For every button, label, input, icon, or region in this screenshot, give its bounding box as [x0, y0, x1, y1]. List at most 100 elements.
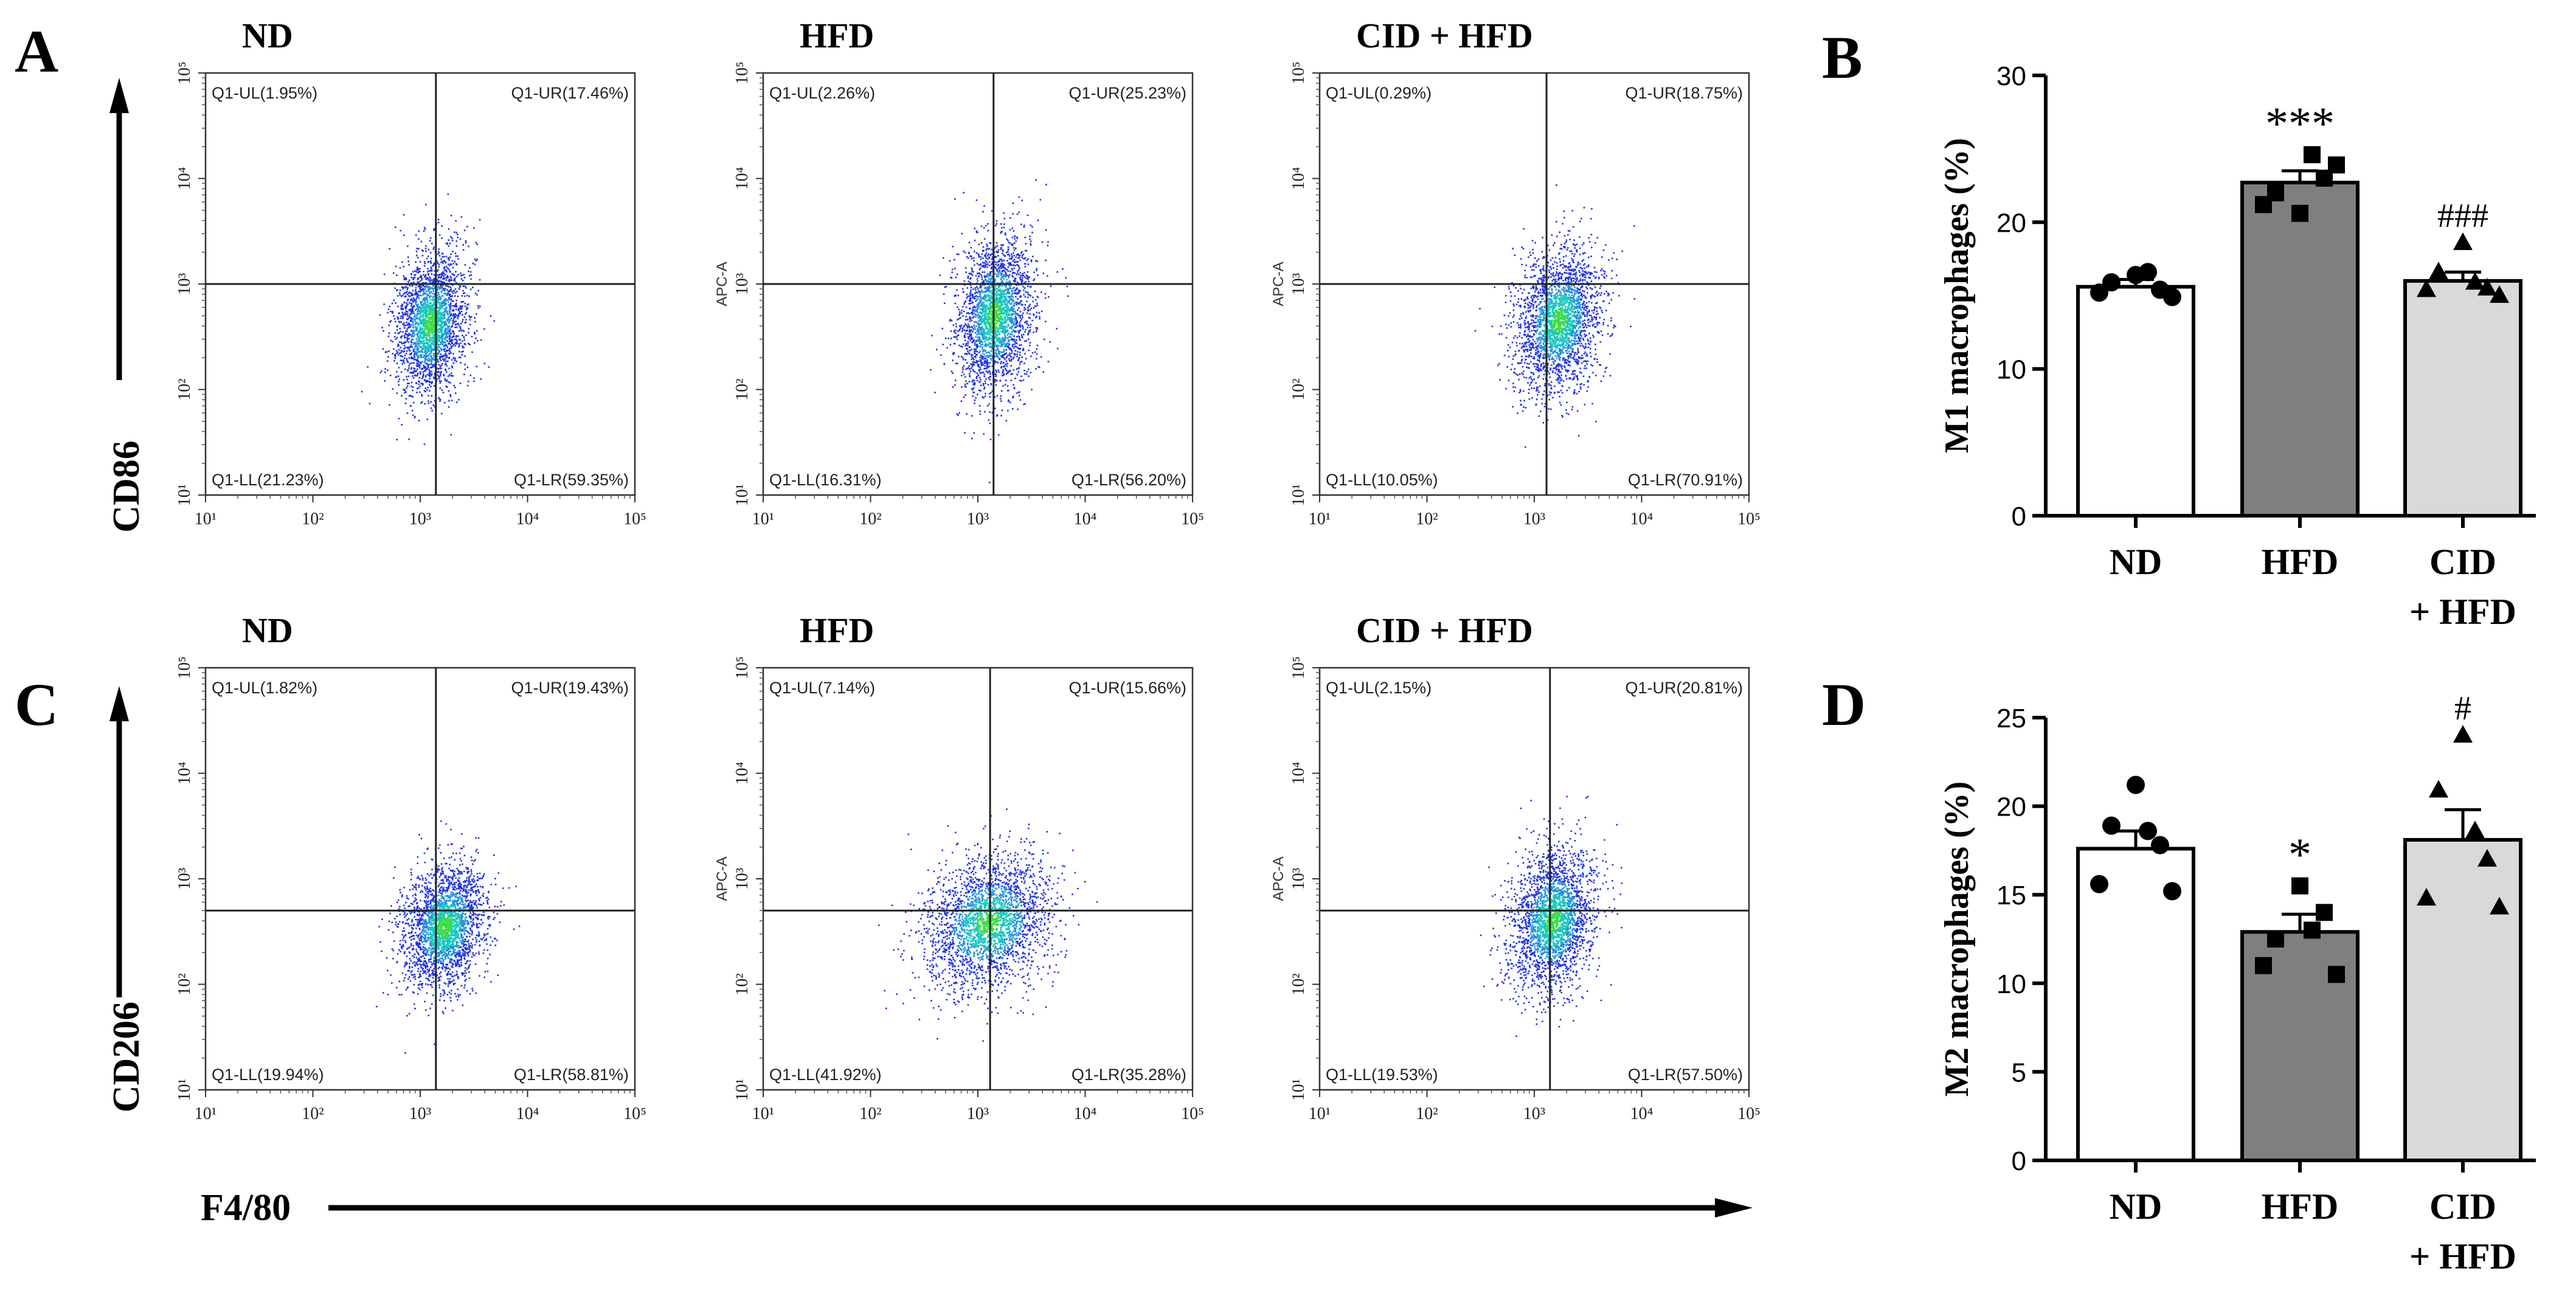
flow-dot — [422, 356, 424, 358]
flow-dot — [1007, 324, 1009, 326]
flow-dot — [986, 352, 988, 354]
flow-dot — [978, 291, 980, 293]
flow-dot — [425, 356, 428, 358]
flow-dot — [982, 336, 983, 338]
flow-dot — [421, 321, 423, 324]
flow-dot — [440, 277, 441, 279]
flow-dot — [983, 358, 986, 360]
flow-dot — [976, 310, 978, 312]
flow-dot — [405, 310, 407, 313]
flow-dot — [426, 303, 428, 305]
flow-dot — [1023, 272, 1025, 274]
flow-dot — [1003, 366, 1005, 368]
flow-dot — [1022, 316, 1023, 318]
flow-dot — [417, 257, 419, 258]
flow-dot — [394, 355, 396, 358]
flow-dot — [443, 275, 445, 277]
flow-dot — [469, 344, 471, 345]
flow-dot — [977, 374, 979, 376]
flow-dot — [452, 305, 454, 307]
flow-dot — [1002, 336, 1004, 339]
flow-dot — [980, 379, 982, 381]
flow-dot — [1018, 196, 1020, 198]
flow-dot — [1062, 268, 1064, 270]
flow-dot — [971, 269, 973, 271]
flow-dot — [982, 343, 983, 345]
flow-dot — [1015, 317, 1017, 319]
flow-dot — [982, 348, 983, 350]
flow-dot — [985, 279, 987, 282]
flow-dot — [1003, 303, 1006, 305]
flow-dot — [982, 265, 984, 268]
flow-dot — [1017, 391, 1020, 393]
flow-dot — [1017, 302, 1019, 305]
flow-dot — [454, 316, 457, 318]
flow-dot — [463, 342, 466, 345]
flow-dot — [1008, 285, 1010, 286]
cd86-axis-arrow — [109, 78, 129, 380]
flow-dot — [431, 370, 433, 373]
flow-dot — [445, 255, 448, 258]
flow-dot — [1033, 278, 1036, 280]
flow-dot — [469, 375, 472, 376]
flow-dot — [1022, 326, 1024, 328]
flow-dot — [977, 272, 978, 274]
flow-dot — [421, 304, 424, 306]
flow-dot — [989, 345, 991, 347]
flow-dot — [1027, 291, 1029, 294]
flow-dot — [464, 364, 466, 366]
flow-dot — [453, 290, 455, 292]
flow-dot — [1011, 344, 1014, 346]
flow-dot — [969, 308, 971, 310]
flow-dot — [443, 305, 445, 307]
flow-dot — [420, 323, 422, 325]
flow-dot — [426, 333, 428, 335]
flow-dot — [428, 305, 430, 308]
flow-dot — [459, 308, 462, 310]
flow-dot — [975, 362, 977, 364]
flow-dot — [442, 295, 444, 297]
flow-dot — [1033, 314, 1035, 316]
flow-dot — [422, 371, 424, 373]
flow-dot — [994, 279, 996, 280]
flow-dot — [974, 313, 975, 314]
flow-dot — [413, 305, 415, 307]
flow-dot — [1032, 300, 1034, 303]
flow-dot — [1003, 218, 1006, 220]
flow-dot — [440, 347, 441, 350]
flow-dot — [1022, 333, 1025, 336]
flow-dot — [443, 401, 446, 404]
flow-dot — [973, 260, 975, 262]
flow-dot — [405, 398, 407, 400]
flow-dot — [1017, 371, 1020, 373]
flow-dot — [416, 348, 418, 350]
flow-dot — [985, 378, 987, 380]
flow-dot — [468, 270, 469, 272]
flow-dot — [1006, 309, 1008, 311]
flow-dot — [448, 400, 450, 402]
flow-dot — [985, 260, 986, 262]
flow-dot — [1033, 331, 1034, 333]
flow-dot — [455, 302, 457, 305]
flow-dot — [469, 316, 471, 319]
flow-dot — [415, 271, 418, 273]
flow-dot — [454, 338, 456, 341]
flow-dot — [995, 256, 997, 258]
flow-dot — [1019, 399, 1022, 401]
flow-dot — [998, 342, 1000, 344]
flow-dot — [403, 345, 406, 347]
flow-dot — [415, 289, 417, 291]
flow-dot — [396, 392, 398, 394]
flow-dot — [434, 270, 436, 272]
flow-dot — [428, 354, 430, 356]
flow-dot — [469, 319, 471, 321]
flow-dot — [1049, 341, 1051, 343]
flow-dot — [997, 336, 1000, 339]
flow-dot — [415, 330, 417, 331]
flow-dot — [474, 321, 476, 323]
flow-dot — [387, 335, 390, 338]
flow-dot — [398, 341, 401, 343]
flow-dot — [452, 266, 454, 269]
flow-dot — [1002, 250, 1004, 252]
flow-dot — [467, 342, 469, 345]
